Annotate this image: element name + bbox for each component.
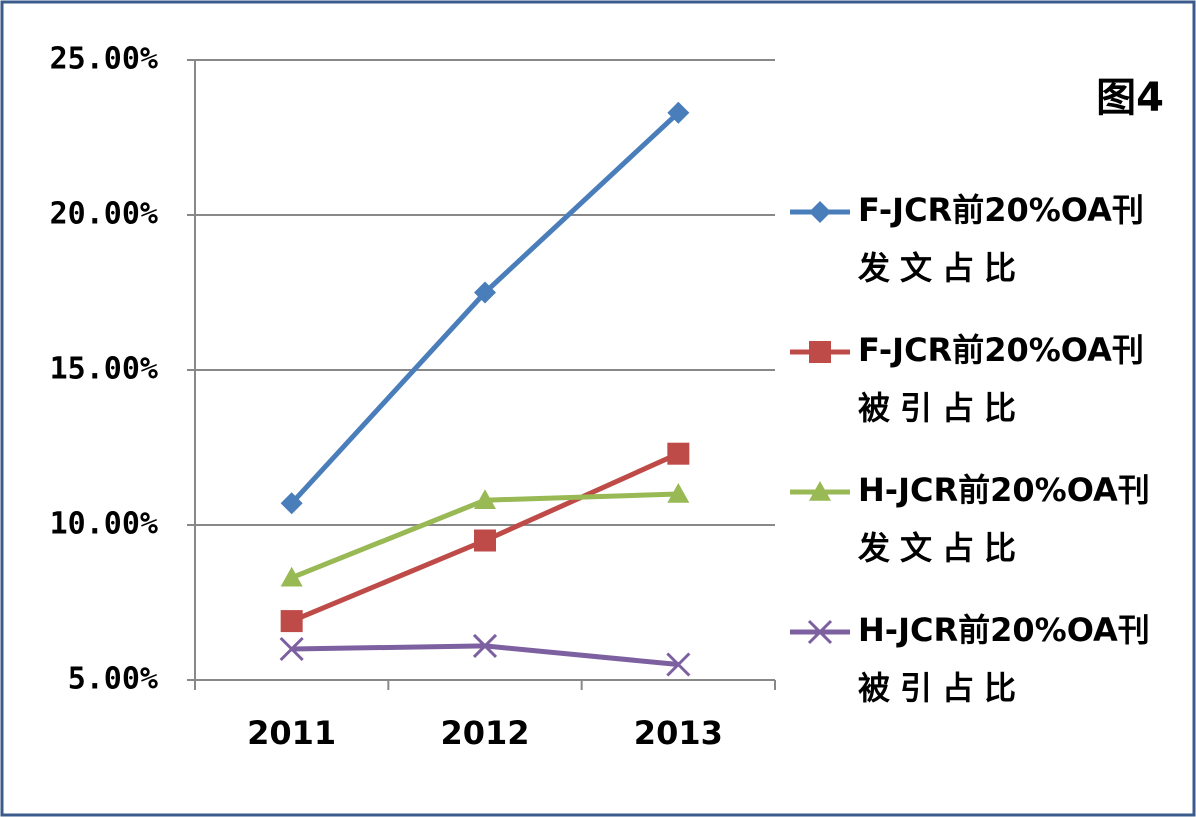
marker (474, 281, 496, 304)
y-tick-label: 15.00% (50, 352, 158, 387)
marker (667, 101, 690, 124)
legend-label: H-JCR前20%OA刊被引占比 (858, 611, 1150, 707)
legend-line-1: H-JCR前20%OA刊 (858, 611, 1150, 649)
legend-line-1: F-JCR前20%OA刊 (858, 331, 1144, 369)
legend-line-2: 发文占比 (858, 249, 1026, 287)
y-tick-label: 10.00% (50, 507, 158, 542)
marker (279, 636, 304, 662)
legend-line-2: 被引占比 (858, 389, 1026, 427)
marker (474, 489, 496, 509)
x-tick-label: 2011 (247, 714, 336, 752)
y-tick-label: 5.00% (68, 662, 158, 697)
marker (280, 566, 303, 587)
y-tick-label: 25.00% (50, 42, 158, 77)
legend-label: F-JCR前20%OA刊被引占比 (858, 331, 1144, 427)
marker (667, 442, 690, 465)
legend-label: F-JCR前20%OA刊发文占比 (858, 191, 1144, 287)
legend-line-1: F-JCR前20%OA刊 (858, 191, 1144, 229)
marker (807, 619, 833, 645)
legend-line-2: 发文占比 (858, 529, 1026, 567)
legend-line-2: 被引占比 (858, 669, 1026, 707)
marker (474, 529, 496, 552)
chart-title: 图4 (1096, 75, 1164, 121)
marker (472, 633, 498, 658)
x-tick-label: 2012 (440, 714, 529, 752)
marker (809, 201, 831, 223)
marker (280, 610, 303, 633)
marker (666, 652, 691, 677)
legend-line-1: H-JCR前20%OA刊 (858, 471, 1150, 509)
y-tick-label: 20.00% (50, 197, 158, 232)
marker (280, 492, 303, 515)
marker (809, 481, 831, 501)
x-tick-label: 2013 (634, 714, 723, 752)
marker (809, 341, 831, 363)
marker (667, 483, 690, 503)
legend-label: H-JCR前20%OA刊发文占比 (858, 471, 1150, 567)
